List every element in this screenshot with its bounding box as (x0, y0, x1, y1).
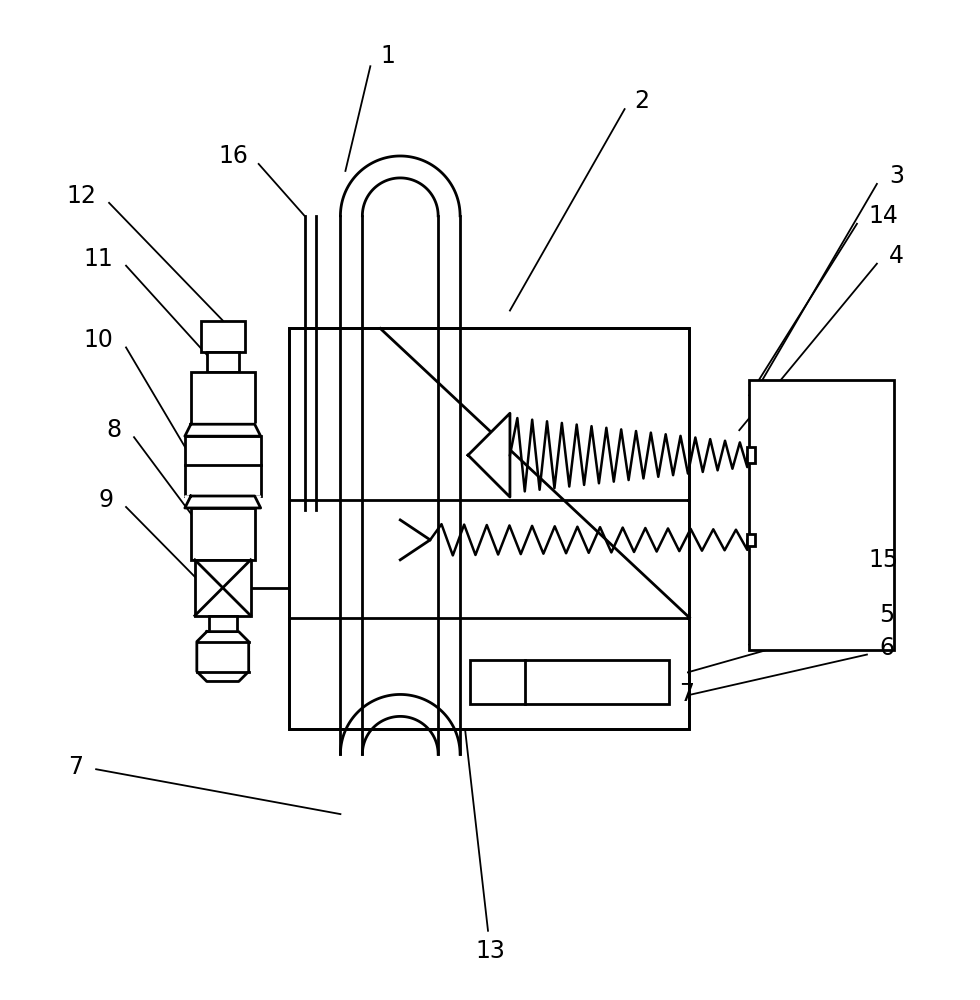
Text: 11: 11 (83, 247, 113, 271)
Text: 4: 4 (889, 244, 904, 268)
Text: 12: 12 (67, 184, 96, 208)
Bar (195, 560, 251, 616)
Bar (201, 321, 245, 352)
Polygon shape (185, 496, 261, 508)
Bar (191, 508, 255, 560)
Text: 10: 10 (83, 328, 113, 352)
Text: 15: 15 (869, 548, 899, 572)
Polygon shape (468, 413, 510, 497)
Text: 13: 13 (475, 939, 505, 963)
Polygon shape (197, 632, 249, 681)
Text: 5: 5 (879, 603, 894, 627)
Polygon shape (185, 424, 261, 436)
Bar (185, 436, 261, 496)
Text: 2: 2 (635, 89, 650, 113)
Text: 9: 9 (98, 488, 113, 512)
Bar (191, 372, 255, 424)
Text: 3: 3 (889, 164, 904, 188)
Bar (470, 660, 669, 704)
Text: 16: 16 (219, 144, 249, 168)
Bar (748, 534, 756, 546)
Bar (288, 328, 690, 729)
Bar (290, 330, 687, 727)
Bar (209, 616, 237, 632)
Text: 7: 7 (679, 682, 695, 706)
Bar (207, 352, 239, 372)
Bar (288, 328, 690, 729)
Text: 6: 6 (879, 636, 894, 660)
Text: 1: 1 (380, 44, 395, 68)
Text: 7: 7 (69, 755, 83, 779)
Bar (750, 380, 894, 650)
Text: 14: 14 (869, 204, 899, 228)
Bar (748, 447, 756, 463)
Text: 8: 8 (106, 418, 122, 442)
